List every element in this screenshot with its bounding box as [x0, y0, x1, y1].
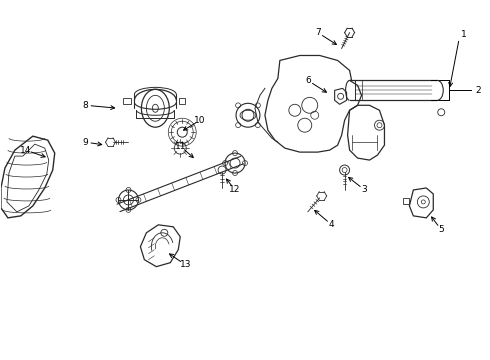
Text: 7: 7 [315, 28, 320, 37]
Text: 12: 12 [229, 185, 241, 194]
Text: 2: 2 [475, 86, 481, 95]
Text: 4: 4 [329, 220, 335, 229]
Text: 9: 9 [83, 138, 89, 147]
Text: 8: 8 [83, 101, 89, 110]
Text: 13: 13 [179, 260, 191, 269]
Text: 14: 14 [20, 145, 31, 154]
Text: 6: 6 [305, 76, 311, 85]
Text: 5: 5 [439, 225, 444, 234]
Text: 11: 11 [174, 141, 186, 150]
Text: 10: 10 [195, 116, 206, 125]
Text: 1: 1 [461, 30, 467, 39]
Text: 3: 3 [362, 185, 368, 194]
